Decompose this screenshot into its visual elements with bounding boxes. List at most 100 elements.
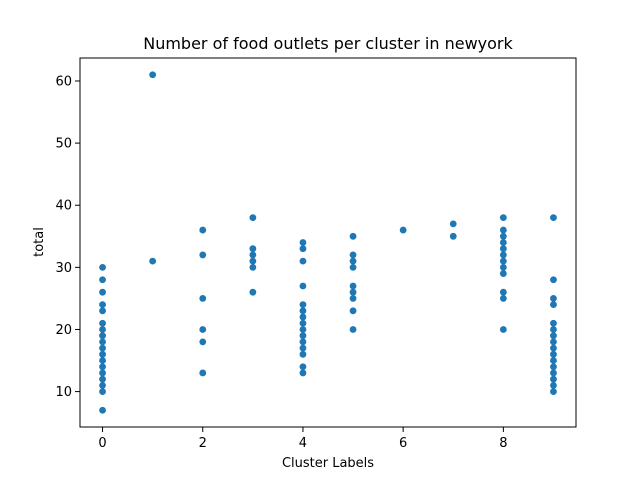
scatter-point bbox=[149, 257, 157, 265]
scatter-point bbox=[299, 319, 307, 327]
scatter-point bbox=[349, 232, 357, 240]
scatter-point bbox=[499, 295, 507, 302]
scatter-point bbox=[550, 369, 557, 377]
scatter-point bbox=[299, 301, 307, 309]
scatter-point bbox=[349, 251, 357, 259]
scatter-point bbox=[249, 251, 257, 259]
scatter-point bbox=[499, 270, 507, 277]
scatter-point bbox=[199, 326, 207, 333]
scatter-point bbox=[499, 226, 507, 234]
y-tick-label: 20 bbox=[55, 323, 72, 338]
scatter-point bbox=[299, 332, 307, 340]
scatter-point bbox=[499, 251, 507, 259]
x-axis-label: Cluster Labels bbox=[282, 456, 374, 471]
scatter-point bbox=[299, 326, 307, 333]
scatter-point bbox=[349, 282, 357, 290]
scatter-point bbox=[299, 313, 307, 321]
scatter-point bbox=[550, 332, 557, 340]
y-axis-ticks: 10 20 30 40 50 60 bbox=[55, 74, 80, 400]
scatter-point bbox=[550, 388, 557, 395]
scatter-point bbox=[550, 295, 557, 302]
scatter-point bbox=[499, 263, 507, 271]
scatter-point bbox=[99, 307, 106, 315]
scatter-point bbox=[99, 350, 106, 358]
scatter-point bbox=[199, 338, 207, 346]
scatter-point bbox=[249, 263, 257, 271]
scatter-point bbox=[99, 338, 106, 346]
scatter-point bbox=[99, 263, 106, 271]
scatter-point bbox=[550, 214, 557, 222]
scatter-point bbox=[550, 344, 557, 352]
scatter-point bbox=[349, 326, 357, 333]
y-tick-label: 10 bbox=[55, 385, 72, 400]
scatter-point bbox=[299, 239, 307, 246]
scatter-point bbox=[499, 214, 507, 222]
scatter-point bbox=[249, 214, 257, 222]
scatter-point bbox=[499, 326, 507, 333]
scatter-point bbox=[199, 369, 207, 377]
y-tick-label: 40 bbox=[55, 199, 72, 214]
scatter-point bbox=[99, 375, 106, 383]
y-tick-label: 60 bbox=[55, 74, 72, 89]
scatter-point bbox=[349, 263, 357, 271]
scatter-point bbox=[249, 288, 257, 296]
scatter-point bbox=[99, 357, 106, 364]
scatter-point bbox=[99, 369, 106, 377]
y-tick-label: 30 bbox=[55, 261, 72, 276]
y-tick-label: 50 bbox=[55, 137, 72, 152]
scatter-point bbox=[550, 375, 557, 383]
scatter-point bbox=[99, 381, 106, 389]
scatter-point bbox=[349, 295, 357, 302]
scatter-point bbox=[99, 344, 106, 352]
scatter-point bbox=[550, 338, 557, 346]
x-tick-label: 8 bbox=[499, 436, 507, 451]
scatter-point bbox=[499, 245, 507, 253]
scatter-point bbox=[499, 257, 507, 265]
scatter-point bbox=[99, 276, 106, 284]
scatter-point bbox=[550, 319, 557, 327]
scatter-point bbox=[99, 406, 106, 414]
scatter-point bbox=[449, 220, 457, 228]
scatter-point bbox=[99, 288, 106, 296]
x-tick-label: 6 bbox=[399, 436, 407, 451]
scatter-point bbox=[99, 319, 106, 327]
scatter-point bbox=[299, 350, 307, 358]
scatter-point bbox=[299, 363, 307, 371]
scatter-point bbox=[299, 338, 307, 346]
scatter-point bbox=[199, 251, 207, 259]
x-tick-label: 0 bbox=[98, 436, 106, 451]
scatter-point bbox=[99, 363, 106, 371]
scatter-point bbox=[299, 307, 307, 315]
scatter-point bbox=[550, 276, 557, 284]
scatter-point bbox=[550, 381, 557, 389]
scatter-point bbox=[99, 326, 106, 333]
scatter-point bbox=[550, 357, 557, 364]
scatter-point bbox=[99, 301, 106, 309]
scatter-point bbox=[199, 226, 207, 234]
scatter-point bbox=[299, 282, 307, 290]
scatter-point bbox=[349, 288, 357, 296]
scatter-point bbox=[299, 369, 307, 377]
data-points bbox=[99, 71, 557, 414]
scatter-point bbox=[299, 257, 307, 265]
scatter-point bbox=[499, 239, 507, 246]
x-axis-ticks: 0 2 4 6 8 bbox=[98, 427, 507, 451]
chart-title: Number of food outlets per cluster in ne… bbox=[143, 34, 513, 53]
scatter-point bbox=[249, 257, 257, 265]
scatter-point bbox=[550, 350, 557, 358]
scatter-point bbox=[499, 232, 507, 240]
plot-area-frame bbox=[79, 57, 577, 428]
scatter-point bbox=[349, 257, 357, 265]
scatter-point bbox=[499, 288, 507, 296]
scatter-point bbox=[99, 388, 106, 395]
scatter-point bbox=[349, 307, 357, 315]
scatter-point bbox=[550, 326, 557, 333]
scatter-point bbox=[199, 295, 207, 302]
scatter-point bbox=[99, 332, 106, 340]
scatter-point bbox=[550, 301, 557, 309]
scatter-point bbox=[449, 232, 457, 240]
scatter-point bbox=[249, 245, 257, 253]
scatter-point bbox=[149, 71, 157, 79]
